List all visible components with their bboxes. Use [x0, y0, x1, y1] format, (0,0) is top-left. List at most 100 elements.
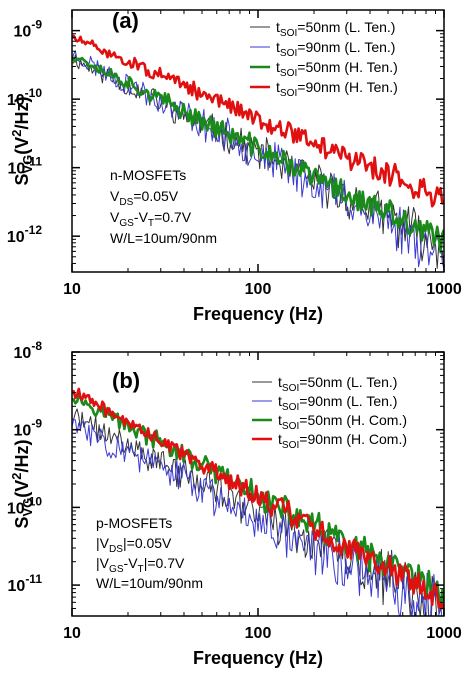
- legend-entry-main: t: [278, 374, 282, 390]
- legend-entry-rest: =50nm (L. Ten.): [299, 374, 397, 390]
- legend-entry-rest: =90nm (L. Ten.): [297, 39, 395, 55]
- legend-entry-rest: =90nm (H. Com.): [299, 431, 407, 447]
- series-line-3: [72, 55, 444, 254]
- annotation-line-sub: DS: [109, 544, 123, 555]
- legend-entry-rest: =50nm (H. Ten.): [297, 59, 398, 75]
- y-tick-base: 10: [7, 229, 25, 246]
- series-group: [72, 34, 444, 269]
- annotation-line-main: V: [110, 188, 120, 204]
- y-tick-base: 10: [7, 500, 25, 517]
- x-tick-label: 10: [63, 281, 81, 298]
- annotation-line-sub2: T: [148, 218, 154, 229]
- annotation-line-rest2: =0.7V: [154, 209, 192, 225]
- legend-entry-main: t: [276, 19, 280, 35]
- y-axis-label-text-sup: 2: [9, 130, 24, 137]
- annotation-line-rest: |=0.05V: [123, 535, 172, 551]
- y-tick-base: 10: [8, 578, 26, 595]
- y-tick-label: 10-10: [7, 494, 42, 517]
- annotation-line-rest: -V: [124, 555, 139, 571]
- legend-entry-main: t: [276, 59, 280, 75]
- legend-entry: tSOI=90nm (H. Com.): [278, 431, 407, 451]
- y-axis-label-text: SVG(V2/Hz): [9, 440, 35, 529]
- series-line-4: [72, 387, 444, 610]
- y-tick-exp: -11: [25, 155, 42, 169]
- y-tick-label: 10-8: [14, 339, 43, 362]
- annotation-line: |VGS-VT|=0.7V: [96, 555, 185, 575]
- legend-entry-rest: =50nm (H. Com.): [299, 412, 407, 428]
- legend-entry-rest: =90nm (H. Ten.): [297, 79, 398, 95]
- y-tick-exp: -9: [31, 18, 42, 32]
- legend-entry: tSOI=50nm (L. Ten.): [278, 374, 397, 394]
- y-tick-label: 10-11: [8, 572, 43, 595]
- y-tick-label: 10-9: [14, 18, 43, 41]
- legend-entry-rest: =50nm (L. Ten.): [297, 19, 395, 35]
- legend-entry: tSOI=50nm (H. Com.): [278, 412, 407, 432]
- y-tick-label: 10-10: [7, 86, 42, 109]
- annotation-line-main: p-MOSFETs: [96, 515, 172, 531]
- y-axis-label: SVG(V2/Hz): [9, 97, 35, 186]
- legend-entry-main: t: [278, 431, 282, 447]
- y-tick-base: 10: [14, 24, 32, 41]
- x-axis-label: Frequency (Hz): [193, 304, 323, 324]
- y-axis-label-text-tail: /Hz): [12, 440, 32, 473]
- y-axis-label-text-main: S: [12, 516, 32, 528]
- legend-entry-main: t: [276, 79, 280, 95]
- legend-entry: tSOI=90nm (H. Ten.): [276, 79, 398, 99]
- annotation-line-main: |V: [96, 555, 110, 571]
- annotation-line: n-MOSFETs: [110, 167, 186, 183]
- legend-entry-main: t: [276, 39, 280, 55]
- legend-entry-sub: SOI: [282, 402, 299, 413]
- y-tick-label: 10-12: [7, 223, 42, 246]
- legend-entry-main: t: [278, 393, 282, 409]
- legend-entry-sub: SOI: [280, 28, 297, 39]
- legend-entry-sub: SOI: [282, 440, 299, 451]
- y-axis-label-text-main: S: [12, 173, 32, 185]
- y-tick-base: 10: [14, 423, 32, 440]
- y-tick-base: 10: [14, 345, 32, 362]
- legend-entry-rest: =90nm (L. Ten.): [299, 393, 397, 409]
- y-tick-exp: -9: [31, 417, 42, 431]
- annotation-line-main: V: [110, 209, 120, 225]
- annotation-block: p-MOSFETs|VDS|=0.05V|VGS-VT|=0.7VW/L=10u…: [96, 515, 203, 591]
- annotation-line: VGS-VT=0.7V: [110, 209, 192, 229]
- y-axis-label-text-tail: /Hz): [12, 97, 32, 130]
- y-tick-exp: -11: [25, 572, 42, 586]
- annotation-line-rest2: |=0.7V: [144, 555, 185, 571]
- y-axis-label-text-sub: VG: [20, 155, 35, 174]
- legend-entry: tSOI=90nm (L. Ten.): [276, 39, 395, 59]
- legend-entry-sub: SOI: [280, 48, 297, 59]
- y-tick-exp: -10: [25, 494, 43, 508]
- y-axis-label-text: SVG(V2/Hz): [9, 97, 35, 186]
- legend-entry-sub: SOI: [280, 68, 297, 79]
- y-tick-exp: -12: [25, 223, 43, 237]
- annotation-line-main: n-MOSFETs: [110, 167, 186, 183]
- y-axis-label-text-rest: (V: [12, 480, 32, 498]
- y-tick-label: 10-9: [14, 417, 43, 440]
- y-tick-exp: -10: [25, 86, 43, 100]
- legend: tSOI=50nm (L. Ten.)tSOI=90nm (L. Ten.)tS…: [252, 374, 407, 451]
- legend-entry-sub: SOI: [282, 383, 299, 394]
- legend-entry: tSOI=90nm (L. Ten.): [278, 393, 397, 413]
- legend: tSOI=50nm (L. Ten.)tSOI=90nm (L. Ten.)tS…: [250, 19, 398, 99]
- y-axis-label-text-sup: 2: [9, 473, 24, 480]
- annotation-line-main: |V: [96, 535, 110, 551]
- annotation-line-main: W/L=10um/90nm: [96, 575, 203, 591]
- legend-entry-main: t: [278, 412, 282, 428]
- annotation-line-rest: =0.05V: [133, 188, 178, 204]
- legend-entry-sub: SOI: [280, 88, 297, 99]
- x-tick-label: 10: [63, 625, 81, 642]
- annotation-line: p-MOSFETs: [96, 515, 172, 531]
- annotation-block: n-MOSFETsVDS=0.05VVGS-VT=0.7VW/L=10um/90…: [110, 167, 217, 246]
- legend-entry: tSOI=50nm (H. Ten.): [276, 59, 398, 79]
- y-axis-label: SVG(V2/Hz): [9, 440, 35, 529]
- series-line-4: [72, 34, 444, 208]
- annotation-line-sub: GS: [119, 218, 134, 229]
- annotation-line: |VDS|=0.05V: [96, 535, 172, 555]
- y-tick-base: 10: [7, 92, 25, 109]
- annotation-line: VDS=0.05V: [110, 188, 179, 208]
- x-tick-label: 100: [245, 281, 272, 298]
- x-axis-label: Frequency (Hz): [193, 648, 323, 668]
- x-tick-label: 100: [245, 625, 272, 642]
